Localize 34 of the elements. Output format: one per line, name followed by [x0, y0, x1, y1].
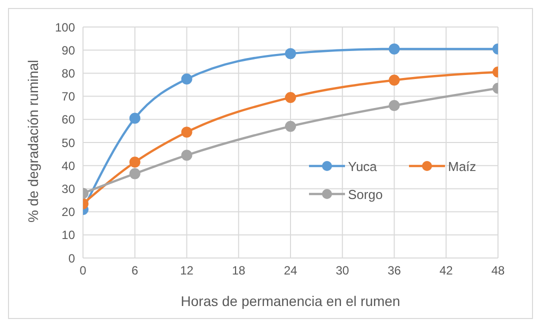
- y-tick-label: 10: [62, 228, 76, 242]
- point: [181, 150, 192, 161]
- x-tick-label: 24: [284, 264, 298, 278]
- legend-label: Maíz: [448, 158, 476, 174]
- y-tick-label: 90: [62, 43, 76, 58]
- point: [388, 74, 400, 86]
- x-tick-label: 0: [80, 264, 87, 278]
- y-axis-title: % de degradación ruminal: [24, 60, 41, 222]
- y-tick-label: 60: [62, 112, 76, 127]
- legend-label: Yuca: [348, 158, 377, 174]
- x-tick-label: 42: [439, 264, 454, 278]
- point: [285, 92, 296, 103]
- x-tick-label: 12: [180, 264, 194, 278]
- point: [181, 73, 192, 84]
- y-tick-label: 50: [62, 136, 76, 150]
- y-tick-label: 70: [62, 90, 76, 104]
- y-tick-label: 0: [68, 251, 76, 266]
- x-tick-label: 48: [491, 264, 505, 278]
- y-tick-label: 80: [62, 66, 76, 80]
- y-tick-label: 40: [62, 158, 76, 173]
- point: [285, 120, 296, 132]
- x-tick-label: 36: [388, 264, 402, 278]
- point: [285, 48, 296, 60]
- x-tick-label: 30: [336, 264, 350, 278]
- x-axis-title: Horas de permanencia en el rumen: [180, 293, 400, 309]
- point: [388, 43, 400, 54]
- legend-label: Sorgo: [348, 186, 383, 202]
- y-tick-label: 30: [62, 182, 76, 196]
- point: [181, 126, 192, 138]
- x-tick-label: 18: [232, 264, 246, 278]
- y-tick-label: 20: [62, 205, 76, 220]
- y-tick-label: 100: [54, 20, 76, 34]
- point: [388, 100, 400, 112]
- x-tick-label: 6: [132, 264, 139, 278]
